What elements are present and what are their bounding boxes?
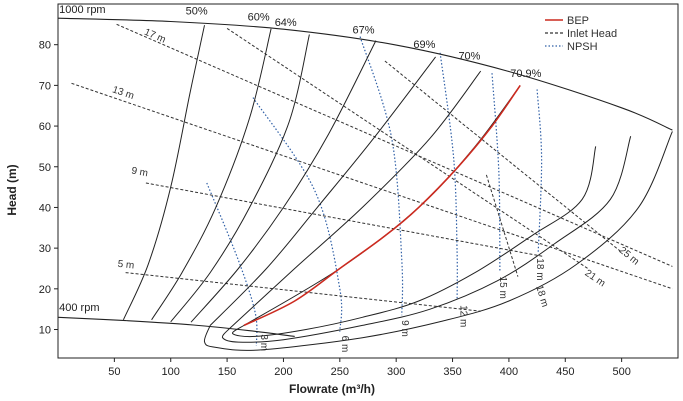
inlet-head-line xyxy=(384,60,622,253)
x-tick-label: 250 xyxy=(331,366,349,378)
x-tick-label: 500 xyxy=(612,366,630,378)
efficiency-label: 70.9% xyxy=(510,68,541,80)
legend-label: BEP xyxy=(567,15,589,27)
y-tick-label: 50 xyxy=(39,162,51,174)
efficiency-label: 69% xyxy=(413,39,435,51)
x-tick-label: 150 xyxy=(218,366,236,378)
inlet-head-label: 9 m xyxy=(130,166,148,180)
y-tick-label: 70 xyxy=(39,80,51,92)
y-tick-label: 40 xyxy=(39,202,51,214)
efficiency-curve xyxy=(228,70,482,330)
efficiency-label: 60% xyxy=(248,12,270,24)
npsh-label: 6 m xyxy=(339,336,350,353)
x-tick-label: 450 xyxy=(556,366,574,378)
efficiency-label: 50% xyxy=(186,6,208,18)
x-tick-label: 200 xyxy=(274,366,292,378)
npsh-label: 9 m xyxy=(399,320,410,337)
y-tick-label: 10 xyxy=(39,325,51,337)
x-tick-label: 400 xyxy=(500,366,518,378)
inlet-head-line xyxy=(125,272,481,312)
efficiency-curve xyxy=(151,28,272,321)
efficiency-curve xyxy=(170,34,310,323)
legend-label: Inlet Head xyxy=(567,28,617,40)
npsh-curve xyxy=(252,97,343,332)
y-tick-label: 30 xyxy=(39,243,51,255)
efficiency-label: 64% xyxy=(275,17,297,29)
efficiency-curve xyxy=(190,40,377,323)
x-tick-label: 300 xyxy=(387,366,405,378)
efficiency-loop-curve xyxy=(232,146,597,338)
head-curve-1000rpm xyxy=(57,17,673,131)
npsh-label: 18 m xyxy=(534,258,545,280)
x-tick-label: 50 xyxy=(108,366,120,378)
npsh-curve xyxy=(359,36,404,316)
efficiency-loop-curve xyxy=(203,131,673,351)
inlet-head-line xyxy=(226,27,589,269)
inlet-head-line xyxy=(145,182,543,257)
efficiency-label: 67% xyxy=(352,25,374,37)
efficiency-curve xyxy=(209,56,436,326)
efficiency-curve xyxy=(122,25,205,321)
axes: 50 100 150 200 250 300 350 400 450 500 10 20 30 40 50 6… xyxy=(39,40,631,378)
inlet-head-line xyxy=(485,174,519,277)
npsh-label: 15 m xyxy=(497,277,508,299)
bep-curve xyxy=(243,84,521,327)
y-tick-label: 60 xyxy=(39,121,51,133)
x-tick-label: 100 xyxy=(162,366,180,378)
inlet-head-label: 5 m xyxy=(117,259,135,272)
npsh-curve xyxy=(206,182,258,346)
x-tick-label: 350 xyxy=(443,366,461,378)
x-axis-title: Flowrate (m³/h) xyxy=(289,382,375,396)
efficiency-loop-curve xyxy=(221,136,632,343)
plot-frame xyxy=(57,3,679,359)
head-curve-400rpm xyxy=(57,316,295,337)
inlet-head-line xyxy=(71,82,673,290)
legend-label: NPSH xyxy=(567,41,598,53)
npsh-label: 3 m xyxy=(258,334,269,351)
speed-label-bottom: 400 rpm xyxy=(59,302,99,314)
y-tick-label: 80 xyxy=(39,40,51,52)
npsh-curve xyxy=(491,73,501,271)
y-tick-label: 20 xyxy=(39,284,51,296)
npsh-curve xyxy=(439,52,458,300)
y-axis-title: Head (m) xyxy=(5,164,19,215)
speed-label-top: 1000 rpm xyxy=(59,4,105,16)
